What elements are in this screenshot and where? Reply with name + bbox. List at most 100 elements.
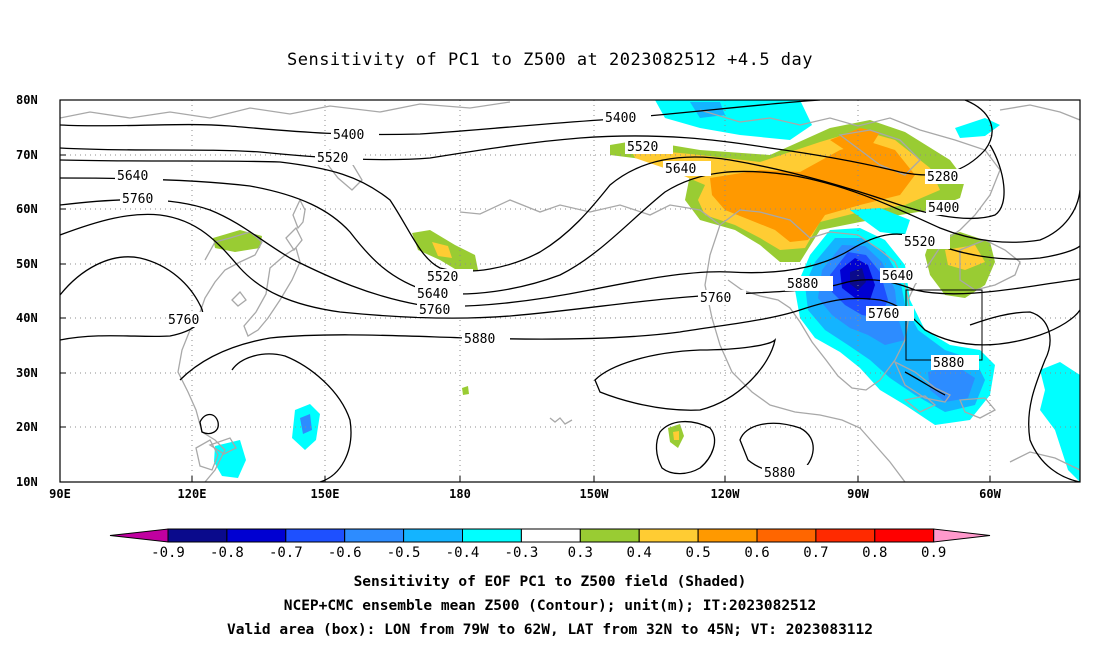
colorbar-tick-label: 0.7 [803,545,828,561]
longitude-labels: 90E 120E 150E 180 150W 120W 90W 60W [49,487,1001,501]
lon-label: 150W [580,487,610,501]
colorbar-tick-label: 0.3 [568,545,593,561]
lon-label: 60W [979,487,1001,501]
contour-label: 5640 [415,286,463,302]
colorbar-swatch [638,528,699,543]
svg-text:5640: 5640 [417,287,448,302]
contour-label-group: 5400 5400 5520 5520 5640 5640 5760 5280 … [115,110,979,481]
contour-label: 5880 [785,276,833,292]
lat-label: 30N [16,366,38,380]
svg-text:5760: 5760 [700,291,731,306]
lon-label: 120W [711,487,741,501]
svg-text:5400: 5400 [333,128,364,143]
colorbar-tick-label: 0.4 [627,545,652,561]
colorbar-swatch [403,528,464,543]
contour-label: 5880 [762,465,810,481]
lon-label: 120E [178,487,207,501]
svg-text:5400: 5400 [928,201,959,216]
colorbar-swatch [697,528,758,543]
colorbar-tick-label: 0.8 [862,545,887,561]
lat-label: 70N [16,148,38,162]
colorbar-tick-label: -0.8 [210,545,244,561]
axis-ticks [60,99,991,482]
colorbar-swatch [344,528,405,543]
contour-label: 5520 [425,269,473,285]
lon-label: 150E [311,487,340,501]
svg-text:5520: 5520 [317,151,348,166]
svg-text:5280: 5280 [927,170,958,185]
lat-label: 80N [16,93,38,107]
shade-orange-band [710,142,915,242]
contour-label: 5520 [315,150,363,166]
colorbar-swatch [462,528,522,543]
shade-green-asia [213,230,262,252]
lat-label: 10N [16,475,38,489]
caption-line-2: NCEP+CMC ensemble mean Z500 (Contour); u… [283,598,817,614]
svg-text:5760: 5760 [122,192,153,207]
lat-label: 40N [16,311,38,325]
svg-text:5880: 5880 [464,332,495,347]
svg-text:5880: 5880 [787,277,818,292]
svg-text:5520: 5520 [904,235,935,250]
lon-label: 90W [847,487,869,501]
svg-text:5760: 5760 [419,303,450,318]
contour-label: 5760 [417,302,465,318]
contour-label: 5400 [603,110,651,126]
svg-text:5520: 5520 [427,270,458,285]
latitude-labels: 80N 70N 60N 50N 40N 30N 20N 10N [16,93,38,489]
contour-label: 5760 [866,306,914,322]
svg-text:5760: 5760 [168,313,199,328]
lat-label: 50N [16,257,38,271]
colorbar-tick-label: -0.3 [505,545,539,561]
map-frame [59,99,1081,483]
svg-text:5640: 5640 [665,162,696,177]
colorbar-tick-label: -0.4 [446,545,480,561]
contour-label: 5880 [462,331,510,347]
svg-text:5880: 5880 [933,356,964,371]
contour-label: 5640 [115,168,163,184]
svg-text:5520: 5520 [627,140,658,155]
contour-label: 5640 [880,268,928,284]
lon-label: 180 [449,487,471,501]
svg-text:5640: 5640 [882,269,913,284]
colorbar-swatch [167,528,228,543]
contour-label: 5280 [925,169,973,185]
svg-text:5760: 5760 [868,307,899,322]
contour-label: 5520 [902,234,950,250]
svg-text:5400: 5400 [605,111,636,126]
colorbar-tick-label: -0.5 [387,545,421,561]
contour-label: 5880 [931,355,979,371]
svg-text:5880: 5880 [764,466,795,481]
colorbar-swatch [579,528,640,543]
colorbar-swatch [756,528,817,543]
colorbar-tick-label: 0.6 [744,545,769,561]
contour-label: 5760 [166,312,214,328]
colorbar-tick-label: -0.6 [328,545,362,561]
colorbar-swatch [285,528,346,543]
contour-label: 5760 [698,290,746,306]
colorbar-arrow-right [933,528,991,543]
map-title: Sensitivity of PC1 to Z500 at 2023082512… [286,50,813,70]
svg-text:5640: 5640 [117,169,148,184]
colorbar-tick-label: 0.9 [921,545,946,561]
contour-label: 5400 [331,127,379,143]
colorbar-swatch [874,528,935,543]
caption-line-3: Valid area (box): LON from 79W to 62W, L… [226,622,873,638]
colorbar-tick-label: -0.7 [269,545,303,561]
contour-label: 5400 [926,200,974,216]
contour-label: 5520 [625,139,673,155]
lat-label: 60N [16,202,38,216]
contour-label: 5760 [120,191,168,207]
colorbar-tick-label: 0.5 [685,545,710,561]
caption-line-1: Sensitivity of EOF PC1 to Z500 field (Sh… [353,574,747,590]
colorbar-swatch [815,528,876,543]
colorbar: -0.9 -0.8 -0.7 -0.6 -0.5 -0.4 -0.3 0.3 0.4 0.5 0.6… [109,528,991,561]
colorbar-arrow-left [109,528,169,543]
contour-label: 5640 [663,161,711,177]
lat-label: 20N [16,420,38,434]
colorbar-swatch [520,528,581,543]
lon-label: 90E [49,487,71,501]
colorbar-swatch [226,528,287,543]
colorbar-tick-label: -0.9 [151,545,185,561]
